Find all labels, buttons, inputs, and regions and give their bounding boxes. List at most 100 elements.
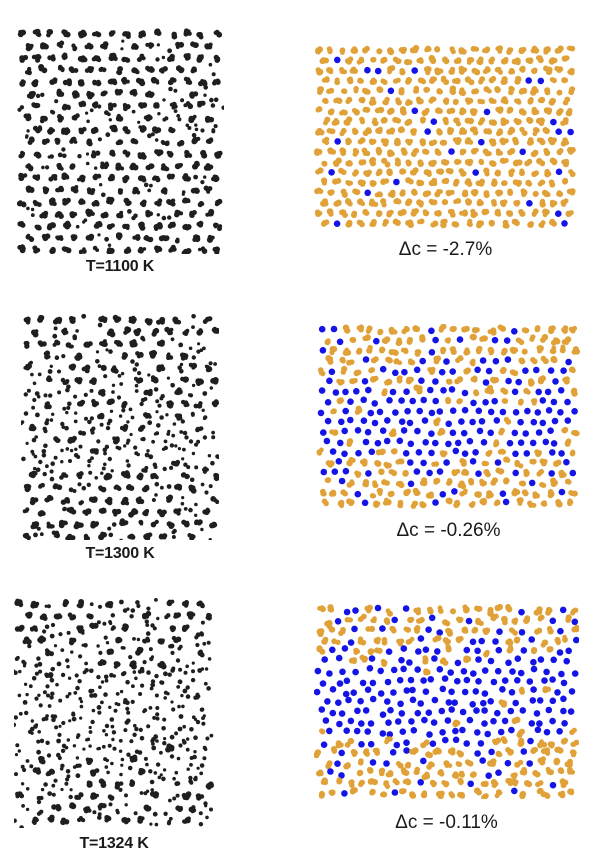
atom: [103, 451, 107, 456]
atom: [146, 638, 151, 643]
atom-blue: [353, 388, 360, 395]
atom-orange: [387, 108, 394, 115]
atom: [75, 773, 81, 779]
atom: [17, 749, 21, 753]
atom-orange: [346, 219, 353, 226]
atom: [127, 209, 132, 214]
atom: [128, 655, 133, 660]
atom-blue: [537, 77, 545, 85]
atom: [137, 248, 143, 254]
atom-blue: [475, 407, 483, 415]
atom-orange: [317, 89, 323, 95]
atom: [64, 128, 71, 135]
atom-blue: [330, 325, 338, 333]
atom: [200, 128, 205, 133]
atom-orange: [550, 98, 556, 104]
atom-orange: [539, 160, 546, 167]
atom-blue: [374, 604, 382, 612]
atom-orange: [549, 181, 556, 188]
atom: [198, 329, 203, 334]
atom: [69, 139, 74, 144]
atom: [80, 174, 85, 179]
atom-orange: [406, 77, 412, 83]
atom-orange: [462, 67, 468, 73]
atom: [65, 447, 70, 451]
atom: [82, 314, 86, 315]
atom-orange: [531, 502, 537, 508]
atom: [48, 176, 54, 182]
atom-blue: [512, 409, 520, 416]
atom: [144, 235, 149, 240]
atom-orange: [555, 499, 562, 505]
atom: [187, 126, 192, 130]
atom: [116, 702, 121, 707]
atom-blue: [545, 407, 553, 414]
atom-orange: [506, 606, 513, 613]
atom: [36, 739, 41, 744]
atom: [25, 638, 31, 644]
atom-orange: [503, 138, 509, 144]
atom: [87, 458, 92, 464]
atom: [31, 521, 36, 526]
atom: [213, 362, 218, 366]
atom-blue: [482, 379, 490, 386]
atom-orange: [521, 130, 527, 136]
atom: [192, 137, 197, 142]
atom: [153, 432, 157, 436]
atom: [194, 513, 198, 517]
atom: [205, 736, 210, 741]
atom: [210, 460, 215, 466]
atom: [160, 140, 165, 145]
atom: [57, 164, 63, 170]
atom: [52, 333, 58, 339]
atom: [134, 383, 139, 388]
atom: [214, 248, 219, 253]
atom: [37, 340, 43, 346]
atom: [111, 522, 117, 527]
atom: [37, 316, 44, 323]
atom: [33, 603, 38, 607]
atom: [143, 468, 148, 473]
atom: [131, 163, 136, 168]
atom: [50, 667, 55, 672]
atom: [160, 485, 164, 490]
atom: [146, 724, 151, 729]
atom-orange: [482, 480, 487, 486]
atom: [34, 696, 39, 701]
atom: [138, 770, 144, 776]
atom-orange: [324, 477, 331, 484]
atom-blue: [323, 437, 331, 445]
atom-orange: [369, 376, 377, 383]
atom: [101, 466, 106, 471]
atom-blue: [550, 440, 558, 447]
atom: [138, 647, 144, 653]
atom: [142, 660, 147, 665]
atom-blue: [549, 449, 556, 456]
atom-orange: [396, 376, 402, 382]
atom: [145, 623, 150, 627]
atom: [25, 507, 30, 512]
atom: [98, 534, 105, 540]
atom: [191, 132, 197, 138]
atom: [126, 484, 132, 491]
atom-orange: [357, 179, 364, 186]
atom-orange: [518, 398, 524, 404]
atom: [133, 723, 137, 728]
atom: [104, 110, 109, 116]
atom-orange: [479, 159, 484, 165]
atom: [153, 771, 158, 775]
atom: [78, 80, 85, 87]
atom: [211, 128, 216, 132]
atom-orange: [531, 68, 537, 74]
atom: [141, 102, 148, 108]
atom-orange: [542, 458, 548, 465]
atom-orange: [434, 477, 441, 484]
atom: [32, 81, 38, 88]
atom: [44, 604, 48, 608]
atom: [92, 126, 99, 132]
atom: [49, 678, 55, 683]
atom-blue: [354, 490, 362, 498]
atom: [199, 763, 205, 768]
atom-orange: [384, 480, 390, 486]
atom: [91, 497, 97, 503]
